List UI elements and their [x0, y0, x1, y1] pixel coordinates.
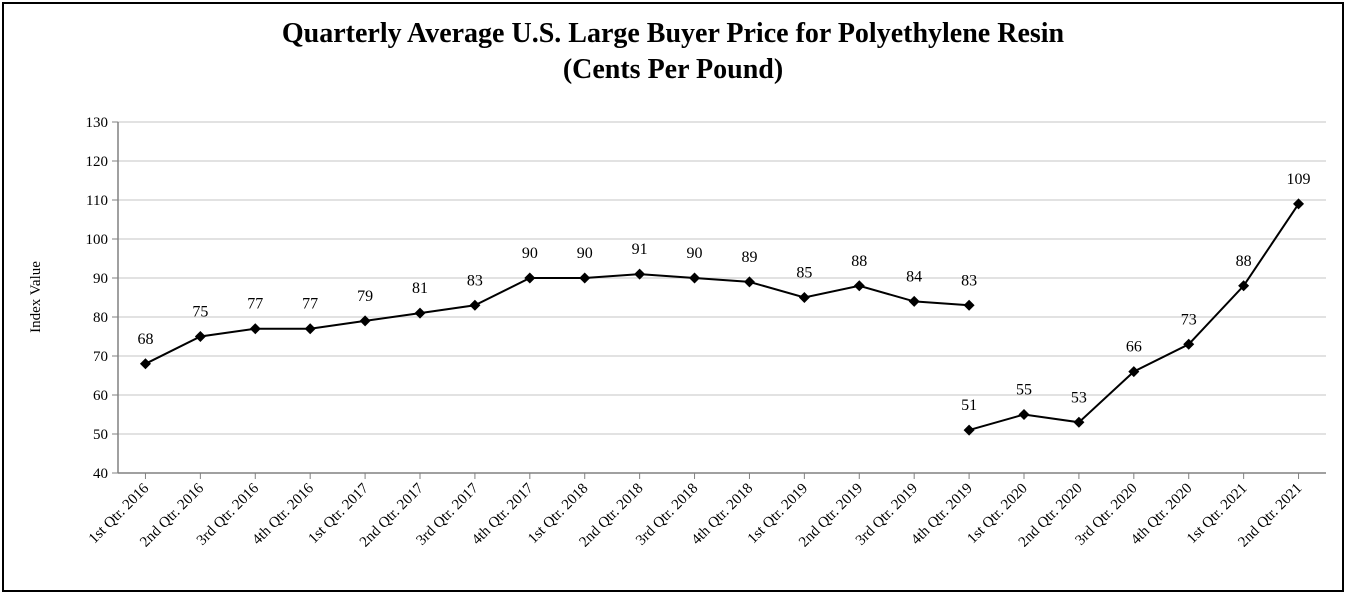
- y-tick-label: 110: [86, 193, 108, 209]
- data-point-marker: [1183, 338, 1195, 350]
- data-label: 89: [741, 249, 757, 266]
- data-point-marker: [414, 307, 426, 319]
- y-tick-label: 50: [93, 427, 108, 443]
- data-label: 51: [961, 397, 977, 414]
- gridlines: [118, 121, 1326, 435]
- data-label: 88: [1236, 253, 1252, 270]
- data-label: 77: [247, 296, 263, 313]
- data-label: 83: [961, 272, 977, 289]
- series-line-segment: [145, 273, 970, 365]
- data-point-marker: [359, 315, 371, 327]
- data-point-marker: [963, 299, 975, 311]
- data-label: 79: [357, 288, 373, 305]
- data-label: 66: [1126, 339, 1142, 356]
- data-point-marker: [304, 323, 316, 335]
- y-tick-label: 80: [93, 310, 108, 326]
- data-point-marker: [798, 292, 810, 303]
- y-tick-label: 60: [93, 388, 108, 404]
- data-label: 90: [577, 245, 593, 262]
- data-point-marker: [1073, 416, 1085, 428]
- chart-title-line1: Quarterly Average U.S. Large Buyer Price…: [282, 18, 1065, 49]
- y-tick-label: 90: [93, 271, 108, 287]
- y-tick-label: 100: [86, 232, 109, 248]
- y-axis-label: Index Value: [28, 261, 44, 333]
- data-point-marker: [1293, 198, 1305, 210]
- data-point-marker: [524, 272, 536, 284]
- y-tick-label: 120: [86, 154, 109, 170]
- data-label: 83: [467, 272, 483, 289]
- data-point-marker: [689, 272, 701, 284]
- data-point-marker: [853, 280, 865, 292]
- data-label: 68: [137, 331, 153, 348]
- data-point-marker: [249, 323, 261, 335]
- data-label: 77: [302, 296, 318, 313]
- data-point-marker: [469, 299, 481, 311]
- series-points: [139, 198, 1305, 436]
- data-point-marker: [908, 295, 920, 307]
- data-label: 85: [796, 265, 812, 282]
- data-label: 88: [851, 253, 867, 270]
- data-point-marker: [634, 268, 646, 280]
- data-point-marker: [963, 424, 975, 436]
- data-label: 55: [1016, 382, 1032, 399]
- data-point-marker: [1128, 366, 1140, 378]
- data-label: 53: [1071, 389, 1087, 406]
- y-tick-label: 70: [93, 349, 108, 365]
- data-point-marker: [139, 358, 151, 370]
- data-labels: 68 75 77 77 79 81 83 90 90 91 90 89 85 88 84 83 51 55 53 66…: [137, 171, 1310, 414]
- data-point-marker: [1238, 280, 1250, 292]
- data-label: 109: [1287, 171, 1311, 188]
- data-label: 90: [522, 245, 538, 262]
- chart-title-line2: (Cents Per Pound): [563, 54, 783, 85]
- data-label: 91: [632, 241, 648, 258]
- data-point-marker: [579, 272, 591, 284]
- data-label: 81: [412, 280, 428, 297]
- data-label: 84: [906, 268, 922, 285]
- data-label: 90: [687, 245, 703, 262]
- y-tick-label: 130: [86, 115, 109, 131]
- y-tick-labels: 40 50 60 70 80 90 100 110 120 130: [86, 115, 109, 482]
- y-tick-label: 40: [93, 466, 108, 482]
- data-point-marker: [194, 331, 206, 342]
- data-point-marker: [743, 276, 755, 288]
- data-point-marker: [1018, 409, 1030, 420]
- axes: [112, 121, 1326, 479]
- data-label: 73: [1181, 311, 1197, 328]
- data-label: 75: [192, 304, 208, 321]
